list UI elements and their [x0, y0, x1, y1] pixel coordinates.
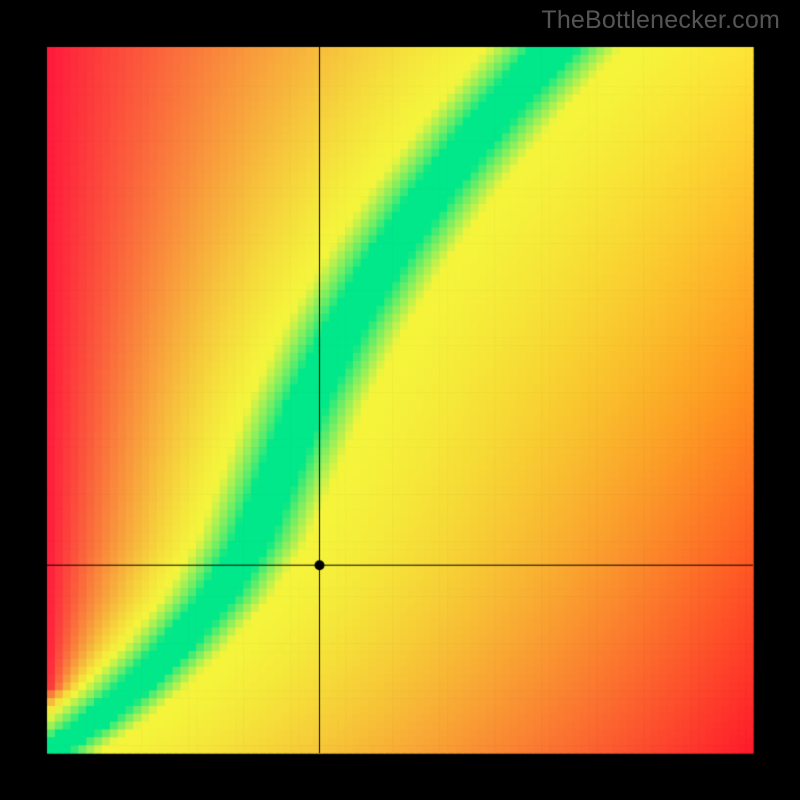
watermark-text: TheBottlenecker.com — [541, 6, 780, 35]
bottleneck-heatmap — [0, 0, 800, 800]
chart-container: TheBottlenecker.com — [0, 0, 800, 800]
